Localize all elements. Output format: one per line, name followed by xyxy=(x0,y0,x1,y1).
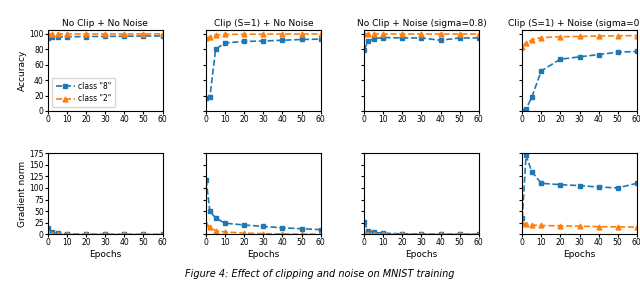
class "2" xyxy=(595,34,602,38)
class "8" xyxy=(317,37,324,41)
class "8" xyxy=(370,37,378,40)
class "2" xyxy=(456,32,463,36)
Title: Clip (S=1) + Noise (sigma=0.8): Clip (S=1) + Noise (sigma=0.8) xyxy=(508,19,640,28)
class "2" xyxy=(576,35,584,38)
Line: class "8": class "8" xyxy=(362,35,481,52)
X-axis label: Epochs: Epochs xyxy=(563,250,596,259)
Text: Figure 4: Effect of clipping and noise on MNIST training: Figure 4: Effect of clipping and noise o… xyxy=(185,269,455,279)
class "8" xyxy=(364,40,372,43)
class "8" xyxy=(475,36,483,40)
class "2" xyxy=(259,32,267,36)
class "8" xyxy=(456,36,463,40)
class "2" xyxy=(614,34,621,37)
class "8" xyxy=(140,34,147,38)
class "8" xyxy=(557,57,564,61)
Line: class "2": class "2" xyxy=(204,32,323,41)
class "2" xyxy=(380,32,387,36)
class "8" xyxy=(221,41,229,45)
class "8" xyxy=(518,109,526,113)
class "8" xyxy=(159,34,166,38)
Legend: class "8", class "2": class "8", class "2" xyxy=(52,78,115,107)
class "8" xyxy=(298,38,305,41)
class "2" xyxy=(101,32,109,36)
class "2" xyxy=(298,32,305,36)
class "8" xyxy=(522,108,530,111)
class "8" xyxy=(436,39,444,42)
class "8" xyxy=(614,51,621,54)
Line: class "2": class "2" xyxy=(520,33,639,49)
class "2" xyxy=(370,32,378,36)
Line: class "8": class "8" xyxy=(45,34,165,40)
class "2" xyxy=(221,33,229,36)
class "2" xyxy=(475,32,483,36)
X-axis label: Epochs: Epochs xyxy=(89,250,122,259)
Title: No Clip + No Noise: No Clip + No Noise xyxy=(62,19,148,28)
class "8" xyxy=(633,50,640,53)
class "2" xyxy=(522,41,530,45)
class "8" xyxy=(54,35,61,39)
Line: class "8": class "8" xyxy=(520,49,639,113)
Y-axis label: Accuracy: Accuracy xyxy=(17,50,26,91)
class "8" xyxy=(48,36,56,39)
class "8" xyxy=(278,39,286,42)
Line: class "8": class "8" xyxy=(204,37,323,100)
class "8" xyxy=(576,55,584,59)
class "8" xyxy=(241,40,248,43)
Title: Clip (S=1) + No Noise: Clip (S=1) + No Noise xyxy=(214,19,313,28)
X-axis label: Epochs: Epochs xyxy=(247,250,280,259)
class "2" xyxy=(518,45,526,49)
class "8" xyxy=(206,95,214,99)
class "8" xyxy=(101,35,109,38)
class "2" xyxy=(120,32,128,36)
class "8" xyxy=(63,35,71,38)
Line: class "2": class "2" xyxy=(45,32,165,37)
class "2" xyxy=(48,32,56,36)
class "2" xyxy=(436,32,444,36)
class "2" xyxy=(557,35,564,38)
class "2" xyxy=(212,33,220,37)
X-axis label: Epochs: Epochs xyxy=(405,250,438,259)
class "2" xyxy=(418,32,426,36)
class "2" xyxy=(538,36,545,39)
class "8" xyxy=(202,96,210,99)
class "8" xyxy=(595,53,602,56)
class "8" xyxy=(538,69,545,72)
class "2" xyxy=(44,32,52,36)
class "2" xyxy=(528,38,536,41)
class "2" xyxy=(63,32,71,36)
class "2" xyxy=(83,32,90,36)
class "2" xyxy=(206,35,214,38)
Line: class "2": class "2" xyxy=(362,32,481,37)
class "2" xyxy=(399,32,406,36)
class "2" xyxy=(278,32,286,36)
class "8" xyxy=(418,36,426,40)
class "8" xyxy=(83,35,90,38)
class "8" xyxy=(528,95,536,99)
Y-axis label: Gradient norm: Gradient norm xyxy=(17,161,26,227)
class "2" xyxy=(317,32,324,36)
class "2" xyxy=(633,34,640,37)
class "2" xyxy=(360,32,368,36)
class "8" xyxy=(360,48,368,52)
class "8" xyxy=(380,36,387,39)
class "2" xyxy=(364,32,372,36)
class "8" xyxy=(212,47,220,51)
class "8" xyxy=(399,36,406,40)
class "2" xyxy=(159,32,166,36)
class "2" xyxy=(54,32,61,36)
class "2" xyxy=(241,33,248,36)
class "2" xyxy=(140,32,147,36)
class "8" xyxy=(120,35,128,38)
class "8" xyxy=(259,39,267,43)
class "2" xyxy=(202,37,210,40)
class "8" xyxy=(44,36,52,39)
Title: No Clip + Noise (sigma=0.8): No Clip + Noise (sigma=0.8) xyxy=(356,19,486,28)
